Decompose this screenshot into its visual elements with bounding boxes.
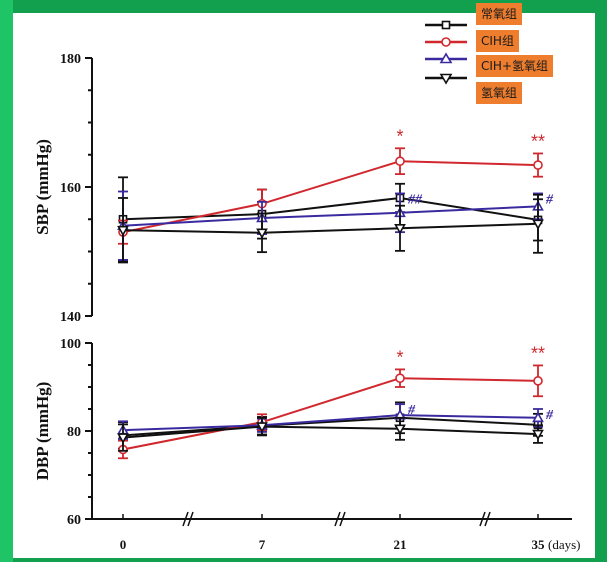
data-point — [532, 429, 544, 441]
y-tick-label: 140 — [60, 310, 81, 325]
y-tick-label: 160 — [60, 181, 81, 196]
series-line — [122, 425, 539, 439]
significance-marker: * — [396, 126, 403, 146]
y-axis-label: SBP (mmHg) — [33, 139, 52, 235]
significance-marker: ** — [531, 343, 545, 363]
y-tick-label: 180 — [60, 52, 81, 67]
x-tick-label: 21 — [394, 537, 407, 552]
data-point — [395, 373, 405, 384]
data-point — [117, 225, 129, 237]
data-point — [117, 433, 129, 444]
x-tick-label: 0 — [120, 537, 127, 552]
legend-label: 常氧组 — [476, 3, 523, 25]
significance-marker: # — [545, 408, 554, 423]
y-axis-label: DBP (mmHg) — [33, 382, 52, 481]
data-point — [256, 228, 268, 239]
axis-break-mark — [334, 511, 341, 527]
legend-label: CIH组 — [476, 30, 519, 52]
y-tick-label: 60 — [67, 513, 81, 528]
legend-triangle-down-icon — [439, 73, 453, 85]
legend-square-icon — [441, 20, 451, 30]
data-point — [533, 160, 543, 170]
series-line — [122, 377, 539, 451]
legend-triangle-up-icon — [439, 52, 453, 64]
data-point — [395, 156, 405, 166]
x-tick-label: 35 — [532, 537, 546, 552]
significance-marker: ** — [531, 131, 545, 151]
data-point — [532, 411, 544, 423]
axis-break-mark — [479, 511, 486, 527]
data-point — [533, 376, 543, 386]
series-line — [122, 160, 539, 234]
series-circle — [118, 147, 543, 245]
legend-label: 氢氧组 — [476, 82, 523, 104]
series-circle — [118, 364, 543, 460]
x-tick-label: 7 — [259, 537, 266, 552]
y-tick-label: 100 — [60, 337, 81, 352]
series-triangle-down — [117, 416, 544, 452]
axis-break-mark — [187, 511, 194, 527]
legend-label: CIH+氢氧组 — [476, 55, 553, 77]
axis-break-mark — [339, 511, 346, 527]
significance-marker: # — [545, 192, 554, 207]
axis-break-mark — [484, 511, 491, 527]
x-axis-label: (days) — [548, 537, 581, 552]
series-triangle-down — [117, 193, 544, 264]
left-border-strip — [0, 0, 13, 562]
series-line — [122, 222, 539, 234]
significance-marker: # — [407, 403, 416, 418]
significance-marker: * — [396, 347, 403, 367]
significance-marker: ## — [407, 192, 423, 207]
axis-break-mark — [182, 511, 189, 527]
legend-symbols — [425, 20, 467, 85]
y-tick-label: 80 — [67, 425, 81, 440]
data-point — [394, 424, 406, 435]
series-line — [122, 416, 539, 437]
data-point — [394, 223, 406, 235]
series-line — [122, 205, 539, 227]
legend-circle-icon — [441, 37, 451, 47]
series-square — [118, 401, 543, 450]
series-line — [122, 414, 539, 432]
data-point — [256, 422, 268, 433]
data-point — [532, 219, 544, 230]
